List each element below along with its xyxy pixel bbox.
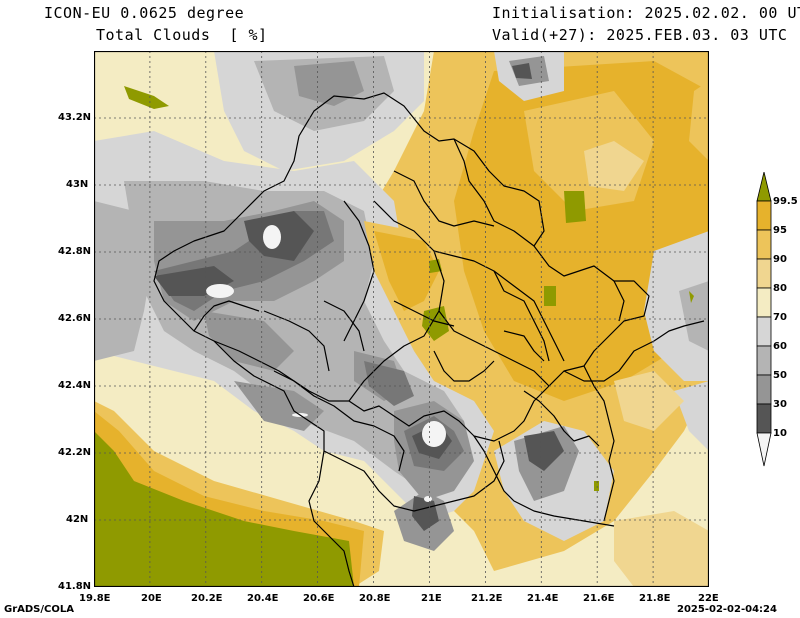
colorbar-label: 10 [773,428,787,439]
lon-label: 21.2E [471,593,503,604]
colorbar-bottom-triangle [756,432,772,467]
map-frame [94,51,709,587]
lon-label: 20.2E [191,593,223,604]
cloud-field [94,51,709,587]
colorbar-label: 70 [773,312,787,323]
lon-label: 21.8E [639,593,671,604]
lat-label: 42.4N [58,380,92,391]
lat-label: 42.6N [58,313,92,324]
lat-label: 42N [66,514,89,525]
cloud-cover-map [94,51,709,587]
footer-timestamp: 2025-02-02-04:24 [677,604,777,615]
lat-label: 42.8N [58,246,92,257]
colorbar-label: 30 [773,399,787,410]
lon-label: 21.6E [583,593,615,604]
lon-label: 20.4E [247,593,279,604]
colorbar-label: 60 [773,341,787,352]
lat-label: 43N [66,179,89,190]
colorbar-label: 50 [773,370,787,381]
lon-label: 21.4E [527,593,559,604]
valid-time: Valid(+27): 2025.FEB.03. 03 UTC [492,26,788,44]
country-borders [153,92,705,587]
lat-label: 41.8N [58,581,92,592]
colorbar-label: 99.5 [773,196,798,207]
lon-label: 19.8E [79,593,111,604]
lon-label: 20E [141,593,162,604]
variable-title: Total Clouds [ %] [96,26,268,44]
lon-label: 20.8E [359,593,391,604]
lat-label: 43.2N [58,112,92,123]
colorbar-label: 95 [773,225,787,236]
graticule [94,51,709,587]
footer-credit: GrADS/COLA [4,604,74,615]
colorbar [756,172,772,467]
lon-label: 20.6E [303,593,335,604]
lon-label: 21E [421,593,442,604]
init-time: Initialisation: 2025.02.02. 00 UTC [492,4,800,22]
colorbar-label: 80 [773,283,787,294]
model-title: ICON-EU 0.0625 degree [44,4,245,22]
lat-label: 42.2N [58,447,92,458]
lon-label: 22E [698,593,719,604]
colorbar-top-triangle [756,172,772,202]
colorbar-label: 90 [773,254,787,265]
